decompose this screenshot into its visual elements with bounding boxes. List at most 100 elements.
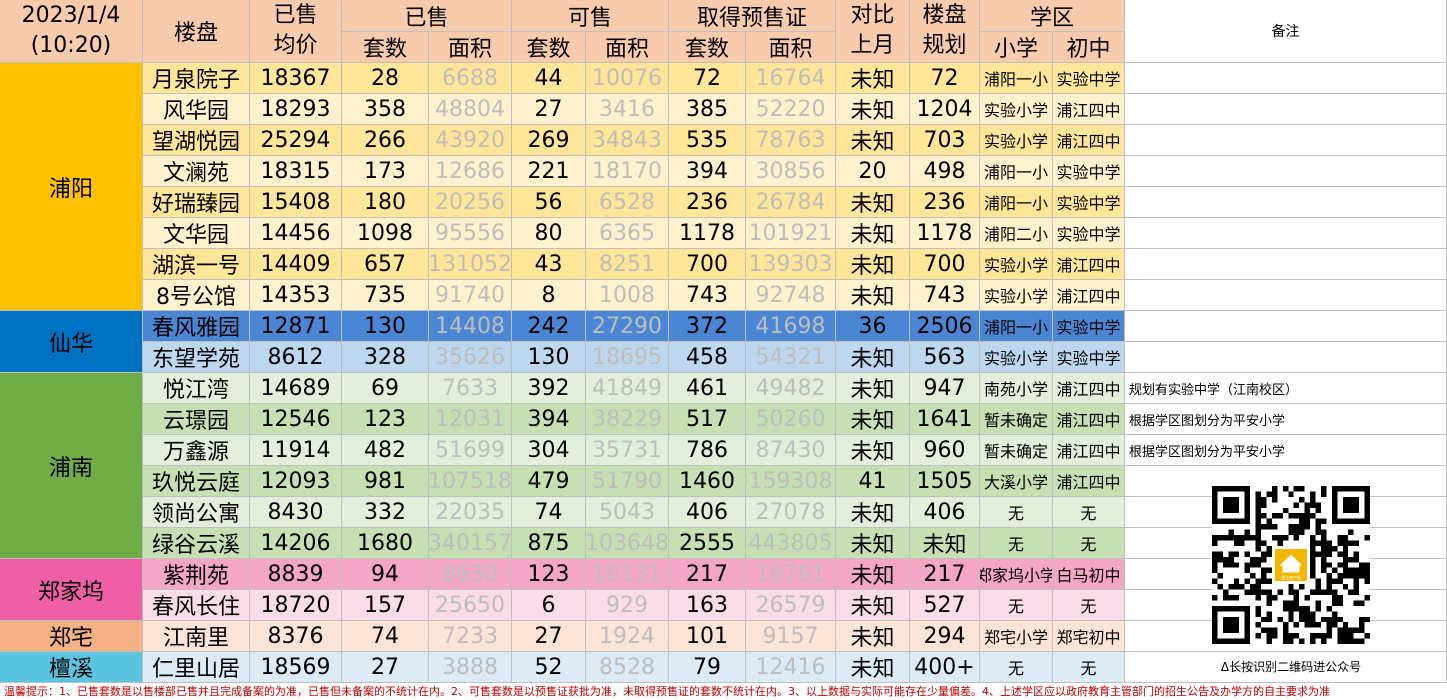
sold-units: 328 [342,342,429,373]
presale-units: 458 [669,342,746,373]
available-area: 35731 [586,435,669,466]
header-line: 已售 [273,3,318,28]
middle-school: 浦江四中 [1053,466,1125,497]
planned-units: 700 [910,249,980,280]
avg-price: 18293 [250,94,342,125]
header-units: 套数 [669,32,746,63]
sold-units: 130 [342,311,429,342]
available-units: 74 [512,497,586,528]
primary-school: 南苑小学 [980,373,1053,404]
presale-area: 443805 [746,528,836,559]
avg-price: 11914 [250,435,342,466]
middle-school: 实验中学 [1053,187,1125,218]
compare-last-month: 未知 [836,435,910,466]
middle-school: 无 [1053,590,1125,621]
presale-area: 12416 [746,652,836,683]
middle-school: 无 [1053,497,1125,528]
compare-last-month: 未知 [836,94,910,125]
avg-price: 8612 [250,342,342,373]
presale-units: 535 [669,125,746,156]
planned-units: 498 [910,156,980,187]
compare-last-month: 未知 [836,249,910,280]
project-name: 文澜苑 [143,156,250,187]
presale-area: 18761 [746,559,836,590]
presale-units: 406 [669,497,746,528]
presale-area: 41698 [746,311,836,342]
available-units: 44 [512,63,586,94]
compare-last-month: 未知 [836,404,910,435]
middle-school: 实验中学 [1053,156,1125,187]
remark-cell: 根据学区图划分为平安小学 [1125,404,1447,435]
remark-cell [1125,187,1447,218]
compare-last-month: 未知 [836,559,910,590]
available-area: 10076 [586,63,669,94]
sold-units: 74 [342,621,429,652]
header-line: (10:20) [30,33,112,58]
planned-units: 960 [910,435,980,466]
middle-school: 实验中学 [1053,63,1125,94]
sold-area: 12031 [429,404,512,435]
remark-cell [1125,342,1447,373]
available-area: 38229 [586,404,669,435]
presale-units: 236 [669,187,746,218]
available-units: 479 [512,466,586,497]
compare-last-month: 未知 [836,63,910,94]
project-name: 玖悦云庭 [143,466,250,497]
primary-school: 实验小学 [980,249,1053,280]
available-area: 18695 [586,342,669,373]
remark-cell [1125,125,1447,156]
middle-school: 浦江四中 [1053,373,1125,404]
middle-school: 实验中学 [1053,218,1125,249]
planned-units: 1178 [910,218,980,249]
planned-units: 未知 [910,528,980,559]
avg-price: 18720 [250,590,342,621]
remark-cell [1125,218,1447,249]
middle-school: 郑宅初中 [1053,621,1125,652]
sold-area: 35626 [429,342,512,373]
available-units: 56 [512,187,586,218]
header-school: 学区 [980,0,1125,32]
remark-cell [1125,94,1447,125]
primary-school: 实验小学 [980,125,1053,156]
sold-area: 95556 [429,218,512,249]
planned-units: 217 [910,559,980,590]
primary-school: 实验小学 [980,342,1053,373]
sold-units: 1098 [342,218,429,249]
presale-units: 101 [669,621,746,652]
presale-units: 700 [669,249,746,280]
remark-cell: 规划有实验中学（江南校区） [1125,373,1447,404]
middle-school: 浦江四中 [1053,249,1125,280]
header-area: 面积 [586,32,669,63]
project-name: 东望学苑 [143,342,250,373]
primary-school: 无 [980,497,1053,528]
presale-area: 78763 [746,125,836,156]
planned-units: 947 [910,373,980,404]
project-name: 江南里 [143,621,250,652]
primary-school: 大溪小学 [980,466,1053,497]
sold-area: 3888 [429,652,512,683]
available-area: 929 [586,590,669,621]
sold-area: 7633 [429,373,512,404]
presale-area: 92748 [746,280,836,311]
avg-price: 18315 [250,156,342,187]
presale-units: 517 [669,404,746,435]
primary-school: 浦阳一小 [980,63,1053,94]
available-units: 269 [512,125,586,156]
region-cell: 郑家坞 [0,559,143,621]
project-name: 绿谷云溪 [143,528,250,559]
presale-units: 1178 [669,218,746,249]
presale-units: 786 [669,435,746,466]
primary-school: 郑宅小学 [980,621,1053,652]
header-units: 套数 [512,32,586,63]
presale-units: 743 [669,280,746,311]
remark-cell [1125,280,1447,311]
house-icon [1279,554,1303,573]
available-units: 27 [512,94,586,125]
available-units: 130 [512,342,586,373]
planned-units: 1204 [910,94,980,125]
sold-units: 1680 [342,528,429,559]
primary-school: 实验小学 [980,94,1053,125]
sold-area: 340157 [429,528,512,559]
header-area: 面积 [746,32,836,63]
available-units: 392 [512,373,586,404]
